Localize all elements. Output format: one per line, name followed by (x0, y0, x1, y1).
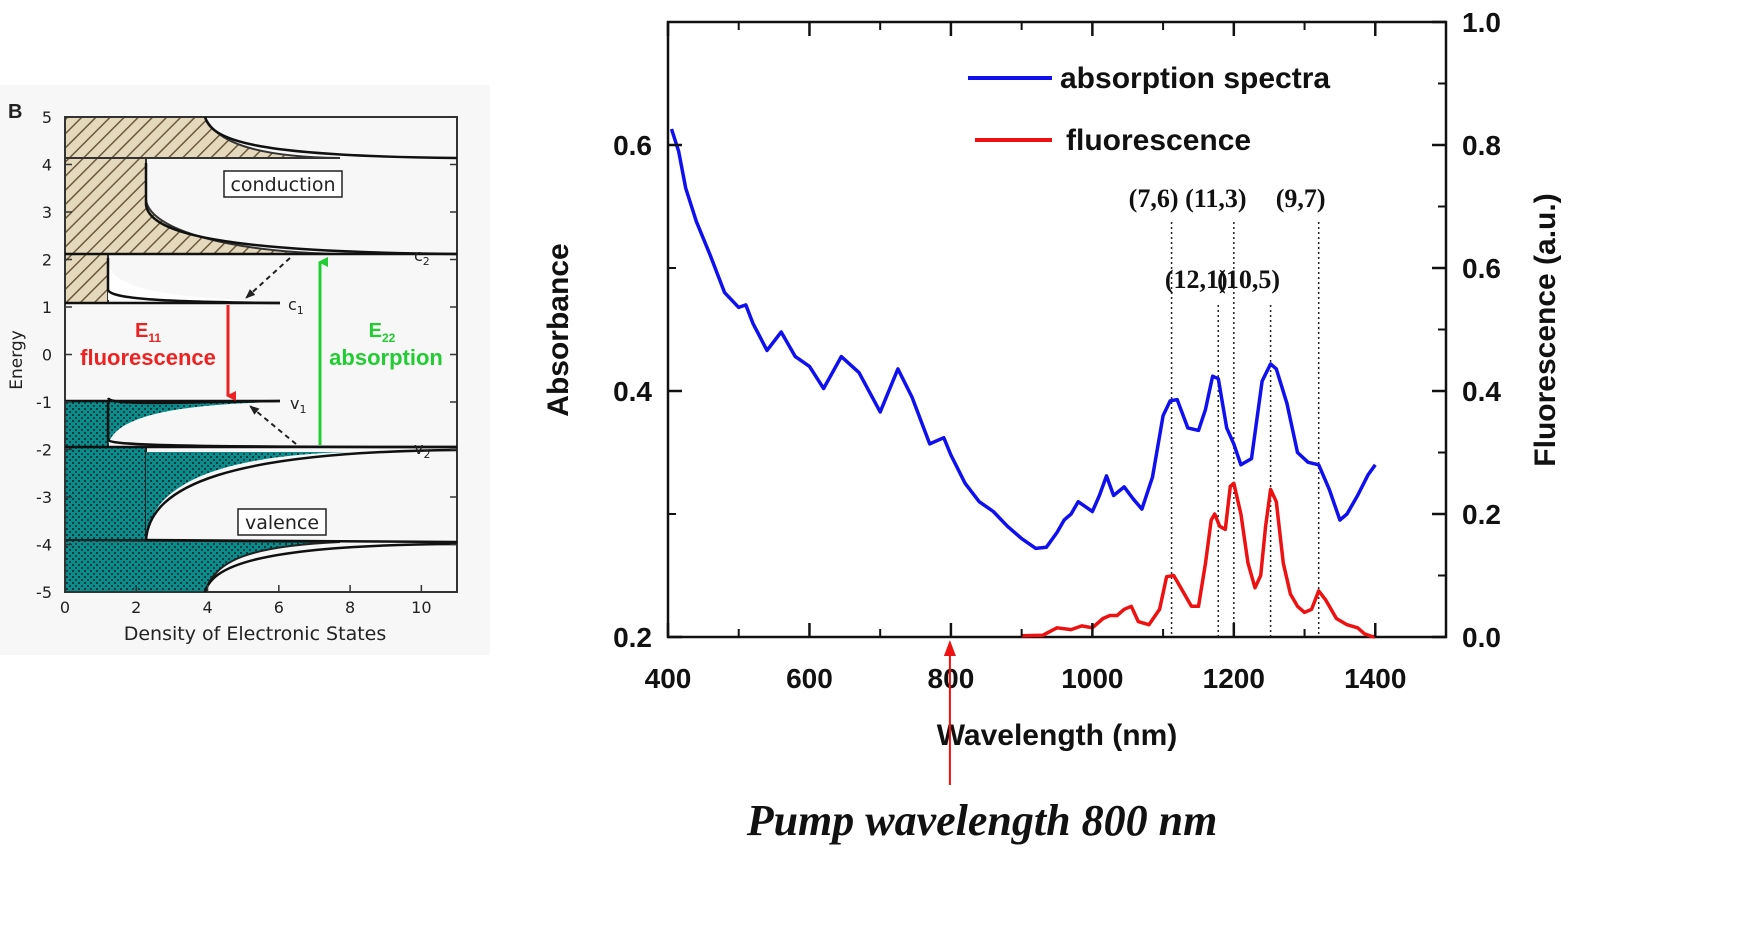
relax-arrow-upper (245, 257, 291, 299)
dos-y-axis: 5 4 3 2 1 0 -1 -2 -3 -4 -5 (36, 108, 457, 602)
x-tick-label: 1200 (1203, 663, 1265, 694)
dos-y-tick-label: -2 (36, 441, 52, 460)
dos-y-axis-title: Energy (7, 330, 27, 390)
dos-y-tick-label: 3 (42, 203, 52, 222)
absorption-series-line (669, 128, 1377, 551)
x-tick-label: 400 (645, 663, 692, 694)
conduction-label: conduction (230, 174, 335, 196)
chirality-label: (10,5) (1217, 265, 1280, 294)
valence-gap-upper (108, 401, 280, 447)
dos-x-tick-label: 4 (202, 598, 212, 617)
pump-arrow-head (943, 640, 956, 656)
relax-arrow-lower (249, 405, 297, 445)
y2-tick-label: 1.0 (1462, 7, 1501, 38)
dos-y-tick-label: 2 (42, 251, 52, 270)
x-tick-label: 1400 (1344, 663, 1406, 694)
conduction-label-box (223, 170, 343, 198)
y-axis-left: 0.2 0.4 0.6 (613, 21, 682, 653)
legend: absorption spectra fluorescence (968, 62, 1330, 157)
chirality-labels: (7,6) (12,1) (11,3) (10,5) (9,7) (1129, 184, 1326, 294)
spectra-chart: 400600800100012001400 0.20.40.6 0.00.20.… (542, 7, 1562, 845)
chirality-label: (12,1) (1165, 265, 1228, 294)
chirality-label: (9,7) (1276, 184, 1326, 213)
legend-label: fluorescence (1066, 124, 1251, 157)
x-tick-label: 600 (786, 663, 833, 694)
c1-label: c1 (288, 295, 304, 317)
c2-label: c2 (414, 246, 430, 268)
chirality-guides (1170, 222, 1320, 637)
dos-x-tick-label: 10 (411, 598, 431, 617)
dos-y-tick-label: 4 (42, 156, 52, 175)
valence-label-box (237, 508, 327, 536)
chirality-label: (11,3) (1185, 184, 1246, 213)
dos-y-tick-label: -5 (36, 583, 52, 602)
x-axis-title: Wavelength (nm) (937, 719, 1178, 752)
dos-x-tick-label: 2 (131, 598, 141, 617)
panel-letter: B (8, 101, 22, 123)
y-tick-label: 0.2 (613, 622, 652, 653)
e11-symbol: E11 (135, 320, 161, 345)
e11-text: fluorescence (80, 345, 216, 370)
chirality-label: (7,6) (1129, 184, 1179, 213)
dos-y-tick-label: 0 (42, 346, 52, 365)
y-tick-label: 0.6 (613, 130, 652, 161)
dos-panel: conduction valence c2 c1 v1 v2 E11 fluor… (0, 85, 490, 655)
valence-label: valence (245, 512, 319, 534)
dos-x-axis-title: Density of Electronic States (124, 623, 387, 645)
x-axis: 400600800100012001400 (645, 22, 1406, 694)
y2-tick-label: 0.8 (1462, 130, 1501, 161)
e22-text: absorption (329, 345, 443, 370)
dos-y-tick-label: -4 (36, 536, 52, 555)
plot-frame (666, 20, 1448, 639)
y2-tick-label: 0.6 (1462, 253, 1501, 284)
valence-gap-mid (146, 452, 350, 540)
dos-y-tick-label: -1 (36, 393, 52, 412)
dos-y-tick-label: -3 (36, 488, 52, 507)
y-tick-label: 0.4 (613, 376, 652, 407)
dos-x-tick-label: 0 (60, 598, 70, 617)
series-layer (669, 128, 1377, 639)
y2-tick-label: 0.4 (1462, 376, 1501, 407)
y-axis-right: 0.0 0.2 0.4 0.6 0.8 1.0 (1432, 7, 1501, 653)
v1-label: v1 (290, 394, 306, 416)
y-axis-title: Absorbance (542, 243, 575, 416)
conduction-band-gap (108, 262, 280, 302)
dos-curves (65, 116, 458, 593)
legend-label: absorption spectra (1060, 62, 1330, 95)
fluorescence-series-line (1021, 481, 1376, 639)
x-tick-label: 1000 (1061, 663, 1123, 694)
v2-label: v2 (414, 439, 430, 461)
dos-x-tick-label: 6 (274, 598, 284, 617)
dos-y-tick-label: 5 (42, 108, 52, 127)
y2-axis-title: Fluorescence (a.u.) (1529, 193, 1562, 466)
y2-tick-label: 0.2 (1462, 499, 1501, 530)
pump-annotation: Pump wavelength 800 nm (746, 640, 1218, 845)
dos-x-tick-label: 8 (345, 598, 355, 617)
dos-y-tick-label: 1 (42, 298, 52, 317)
dos-x-axis: 0 2 4 6 8 10 (60, 585, 432, 617)
e22-symbol: E22 (369, 320, 396, 345)
y2-tick-label: 0.0 (1462, 622, 1501, 653)
pump-label: Pump wavelength 800 nm (746, 796, 1218, 845)
